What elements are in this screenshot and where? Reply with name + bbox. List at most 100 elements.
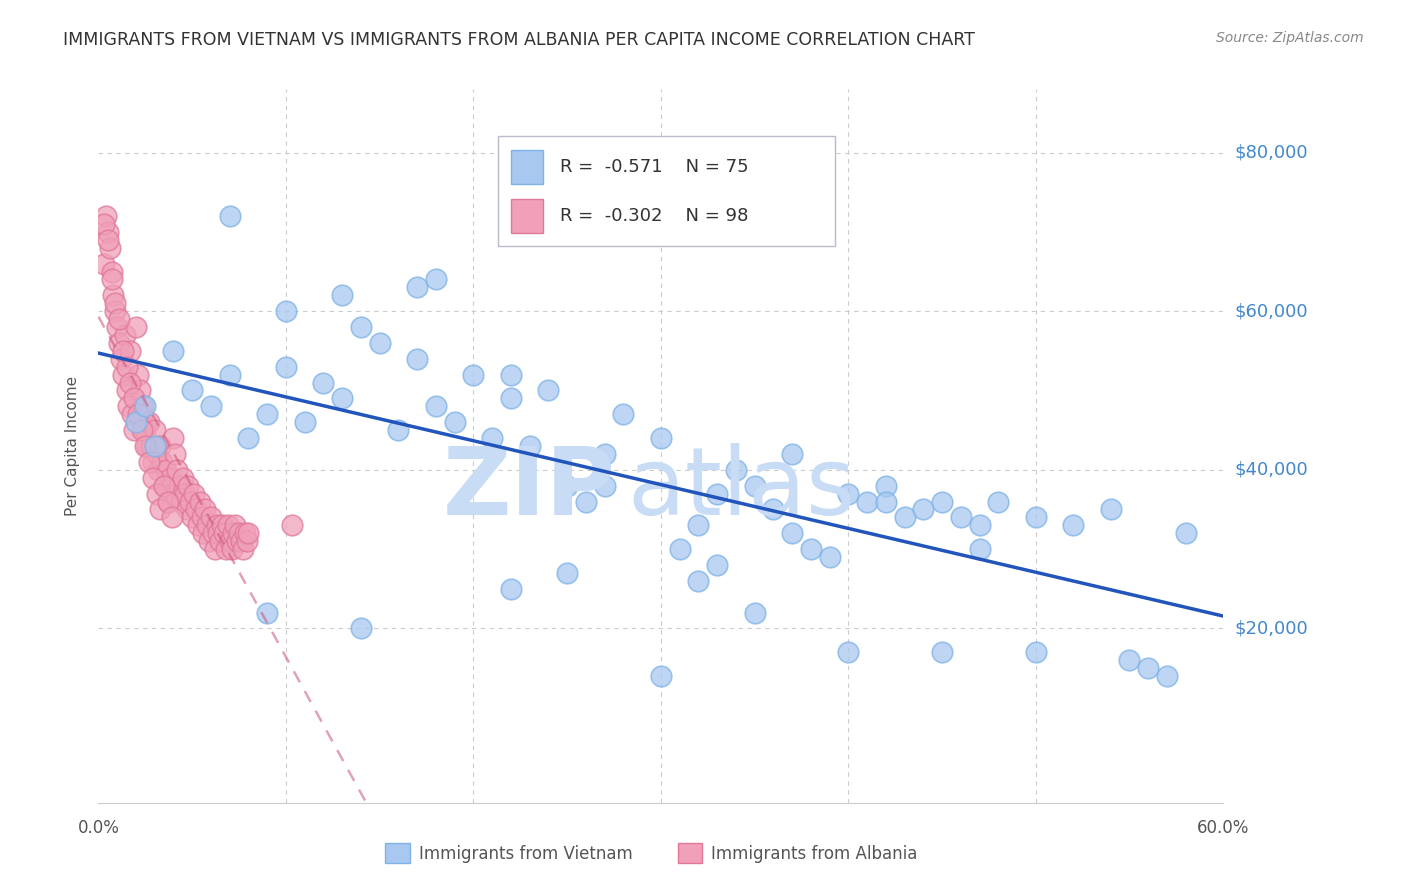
Point [987,494,1010,508]
Point [224,518,246,533]
Point [143,439,166,453]
Point [612,407,634,421]
Point [593,447,616,461]
Point [931,645,953,659]
Point [330,288,353,302]
Point [555,478,578,492]
Point [176,502,198,516]
Point [181,384,204,398]
Point [114,328,136,343]
Point [177,478,200,492]
Text: atlas: atlas [627,442,855,535]
Text: $40,000: $40,000 [1234,461,1308,479]
Point [97,233,120,247]
Text: Immigrants from Albania: Immigrants from Albania [711,846,918,863]
Point [127,368,149,382]
Point [93,257,115,271]
Point [215,542,238,557]
Point [350,621,373,635]
Point [104,296,127,310]
Point [969,542,991,557]
Point [162,431,184,445]
Point [218,534,240,549]
Point [165,447,187,461]
Point [875,494,897,508]
Point [217,518,239,533]
Point [103,288,125,302]
Point [724,463,747,477]
Text: $60,000: $60,000 [1234,302,1308,320]
Point [188,494,211,508]
Point [166,463,188,477]
Point [256,606,278,620]
Point [100,272,122,286]
Point [110,351,132,366]
Point [148,463,170,477]
Text: $20,000: $20,000 [1234,619,1308,638]
Point [153,478,176,492]
Text: ZIP: ZIP [443,442,616,535]
Text: R =  -0.571    N = 75: R = -0.571 N = 75 [560,158,748,176]
Point [406,280,429,294]
Point [499,582,522,596]
Point [688,518,710,533]
Point [195,518,218,533]
Point [184,502,207,516]
Point [108,312,131,326]
Bar [678,844,703,863]
Point [969,518,991,533]
Point [162,343,184,358]
Point [131,407,153,421]
Point [387,423,409,437]
Point [1137,661,1160,675]
Point [132,400,155,414]
Text: $80,000: $80,000 [1234,144,1308,161]
Point [274,359,297,374]
Point [706,486,728,500]
Point [1156,669,1178,683]
Bar [512,150,543,184]
Point [425,400,447,414]
Point [668,542,690,557]
Point [204,542,226,557]
Point [406,351,429,366]
Point [1099,502,1122,516]
Point [207,526,229,541]
Point [183,486,205,500]
Point [187,518,209,533]
Point [160,510,183,524]
Point [499,368,522,382]
Point [837,486,859,500]
Point [688,574,710,588]
Point [122,423,145,437]
Y-axis label: Per Capita Income: Per Capita Income [65,376,80,516]
Point [201,526,224,541]
Point [159,471,181,485]
Point [744,606,766,620]
Point [155,463,177,477]
Point [256,407,278,421]
Point [131,423,153,437]
Point [294,415,316,429]
Point [136,439,159,453]
Point [115,359,138,374]
Text: Immigrants from Vietnam: Immigrants from Vietnam [419,846,633,863]
Point [780,447,803,461]
Point [221,542,243,557]
Point [150,455,173,469]
Bar [512,199,543,234]
Point [193,526,215,541]
Point [194,502,217,516]
Point [127,407,149,421]
FancyBboxPatch shape [498,136,835,246]
Point [233,526,256,541]
Point [172,471,194,485]
Point [235,534,257,549]
Point [121,407,143,421]
Point [111,343,134,358]
Point [837,645,859,659]
Point [1025,510,1047,524]
Point [111,368,134,382]
Point [949,510,972,524]
Point [170,494,193,508]
